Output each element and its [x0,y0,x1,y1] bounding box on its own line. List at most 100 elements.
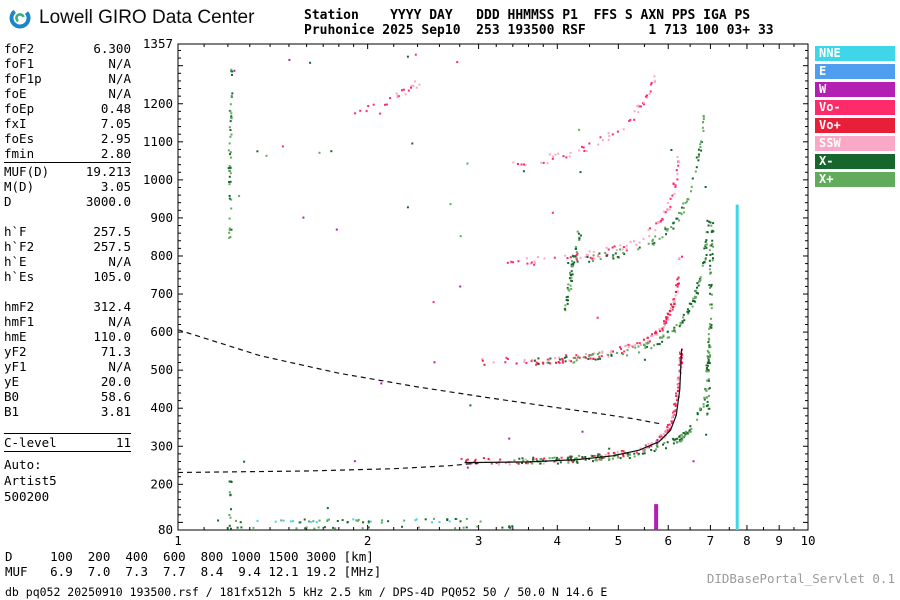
param-row: D 3000.0 [4,194,131,209]
param-value: N/A [108,56,131,71]
svg-text:2: 2 [364,533,372,548]
param-label: h`F2 [4,239,35,254]
param-value: 2.80 [100,146,131,161]
svg-text:1100: 1100 [143,134,173,149]
param-group: h`F 257.5 h`F2 257.5 h`E N/A h`Es 105.0 [4,223,131,285]
param-label: foF1p [4,71,42,86]
param-label: hmF2 [4,299,35,314]
autoscaling-info: Auto: Artist5 500200 [4,457,131,505]
param-label: foEp [4,101,35,116]
svg-text:8: 8 [743,533,751,548]
giro-logo: Lowell GIRO Data Center [8,6,254,30]
svg-text:800: 800 [150,248,173,263]
station-header-row: Station YYYY DAY DDD HHMMSS P1 FFS S AXN… [304,8,751,23]
param-row: h`F2 257.5 [4,239,131,254]
param-value: 6.300 [93,41,131,56]
param-value: 257.5 [93,239,131,254]
legend-item-vominus: Vo- [815,100,895,115]
param-row: hmF2 312.4 [4,299,131,314]
param-value: N/A [108,71,131,86]
param-value: N/A [108,359,131,374]
param-value: 110.0 [93,329,131,344]
param-label: foF1 [4,56,35,71]
param-value: 3.05 [100,179,131,194]
param-label: B1 [4,404,20,419]
param-value: N/A [108,86,131,101]
param-row: yE 20.0 [4,374,131,389]
svg-text:400: 400 [150,400,173,415]
param-value: 257.5 [93,224,131,239]
param-row: foF2 6.300 [4,41,131,56]
svg-text:4: 4 [554,533,562,548]
svg-text:7: 7 [707,533,715,548]
svg-text:10: 10 [800,533,815,548]
giro-logo-icon [9,7,31,29]
param-value: N/A [108,254,131,269]
param-group: foF2 6.300 foF1 N/A foF1p N/A foE N/A foEp 0.48 fx… [4,40,131,162]
param-label: hmF1 [4,314,35,329]
legend-item-nne: NNE [815,46,895,61]
svg-text:600: 600 [150,324,173,339]
rfi-bars [654,204,739,530]
param-label: fmin [4,146,35,161]
servlet-version-label: DIDBasePortal_Servlet 0.1 [706,571,895,586]
param-row: foF1 N/A [4,56,131,71]
param-value: 312.4 [93,299,131,314]
param-row: fmin 2.80 [4,146,131,161]
svg-text:1357: 1357 [143,36,173,51]
plot-axes: 1 2 3 4 5 6 7 8 9 10 80 200 300 400 500 600 700 800 900 100… [143,36,816,548]
param-label: M(D) [4,179,35,194]
param-value: 58.6 [100,389,131,404]
param-row: foE N/A [4,86,131,101]
station-values-row: Pruhonice 2025 Sep10 253 193500 RSF 1 71… [304,23,774,38]
param-row: yF2 71.3 [4,344,131,359]
param-row: h`F 257.5 [4,224,131,239]
svg-text:9: 9 [775,533,783,548]
distance-row: D 100 200 400 600 800 1000 1500 3000 [km… [5,549,374,564]
param-label: fxI [4,116,27,131]
svg-text:200: 200 [150,476,173,491]
param-label: h`Es [4,269,35,284]
param-value: 7.05 [100,116,131,131]
param-label: yE [4,374,20,389]
param-value: 20.0 [100,374,131,389]
param-label: yF1 [4,359,27,374]
param-label: foE [4,86,27,101]
legend-item-ssw: SSW [815,136,895,151]
param-value: N/A [108,314,131,329]
legend-item-xminus: X- [815,154,895,169]
param-value: 11 [115,435,131,450]
param-row: fxI 7.05 [4,116,131,131]
param-row: M(D) 3.05 [4,179,131,194]
param-label: C-level [4,435,57,450]
svg-text:5: 5 [615,533,623,548]
param-row: foF1p N/A [4,71,131,86]
svg-text:3: 3 [475,533,483,548]
echo-points [217,53,715,530]
param-row: foEp 0.48 [4,101,131,116]
polarization-legend: NNE E W Vo- Vo+ SSW X- X+ [815,46,895,190]
svg-text:1: 1 [174,533,182,548]
status-line: db pq052 20250910 193500.rsf / 181fx512h… [5,585,608,599]
legend-item-e: E [815,64,895,79]
param-group: hmF2 312.4 hmF1 N/A hmE 110.0 yF2 71.3 yF1 N/A yE 2… [4,298,131,420]
param-label: MUF(D) [4,164,50,179]
giro-logo-text: Lowell GIRO Data Center [39,7,255,28]
param-value: 0.48 [100,101,131,116]
param-label: yF2 [4,344,27,359]
param-row: hmF1 N/A [4,314,131,329]
param-value: 3000.0 [85,194,131,209]
legend-item-voplus: Vo+ [815,118,895,133]
legend-item-w: W [815,82,895,97]
svg-text:6: 6 [664,533,672,548]
param-value: 19.213 [85,164,131,179]
trace-curves [178,329,683,474]
svg-text:1200: 1200 [143,96,173,111]
svg-text:500: 500 [150,362,173,377]
param-row: h`Es 105.0 [4,269,131,284]
param-value: 3.81 [100,404,131,419]
param-row: MUF(D) 19.213 [4,164,131,179]
param-row: h`E N/A [4,254,131,269]
